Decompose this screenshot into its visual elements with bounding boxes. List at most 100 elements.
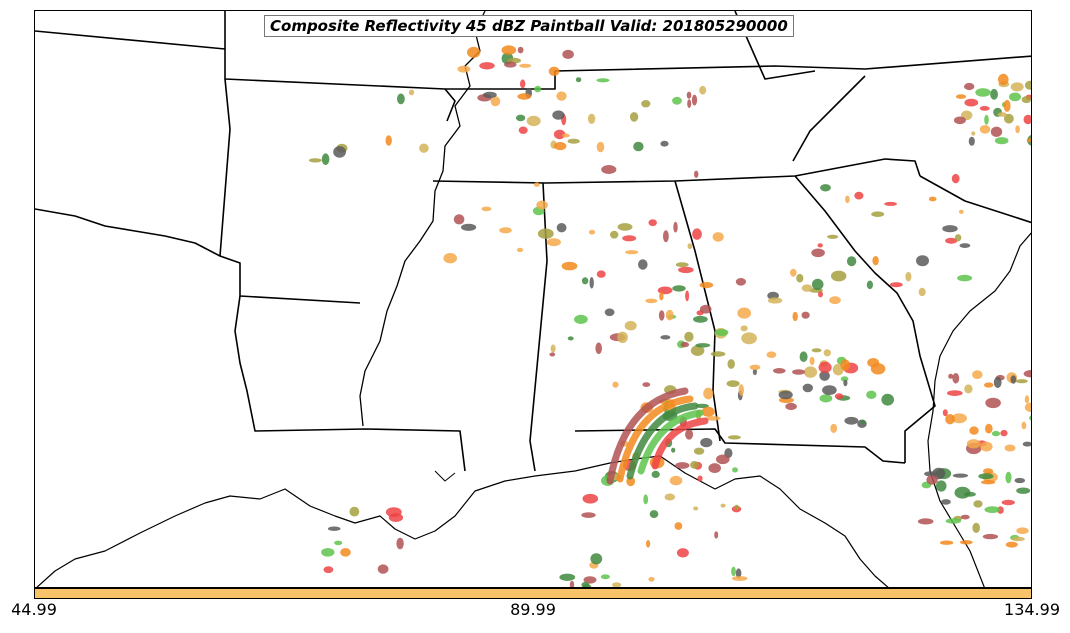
storm-cell bbox=[624, 320, 637, 331]
storm-cell bbox=[948, 373, 954, 379]
storm-cell bbox=[588, 229, 596, 235]
storm-cell bbox=[536, 200, 548, 210]
storm-cell bbox=[674, 522, 683, 530]
storm-cell bbox=[732, 467, 738, 473]
storm-cell bbox=[811, 348, 822, 353]
storm-cell bbox=[846, 256, 857, 267]
storm-cell bbox=[1004, 444, 1016, 452]
storm-cell bbox=[660, 335, 671, 340]
storm-cell bbox=[954, 234, 962, 242]
storm-cell bbox=[479, 62, 495, 70]
storm-cell bbox=[672, 285, 686, 292]
storm-cell bbox=[638, 259, 648, 270]
coastline bbox=[927, 232, 1031, 587]
river-line bbox=[359, 11, 486, 427]
storm-cell bbox=[483, 91, 497, 99]
storm-cell bbox=[690, 461, 699, 469]
storm-cell bbox=[693, 447, 705, 455]
storm-cell bbox=[517, 93, 531, 100]
storm-cell bbox=[648, 219, 657, 227]
storm-cell bbox=[973, 500, 983, 508]
storm-cell bbox=[665, 309, 674, 321]
storm-cell bbox=[990, 88, 998, 100]
storm-cell bbox=[738, 384, 744, 396]
storm-cell bbox=[817, 243, 823, 248]
storm-cell bbox=[708, 463, 721, 474]
storm-cell bbox=[703, 387, 714, 400]
storm-cell bbox=[823, 349, 831, 357]
storm-cell bbox=[687, 243, 693, 250]
storm-cell bbox=[617, 223, 633, 231]
storm-cell bbox=[870, 363, 886, 375]
storm-cell bbox=[860, 419, 866, 425]
storm-cell bbox=[333, 146, 346, 158]
map-title: Composite Reflectivity 45 dBZ Paintball … bbox=[264, 15, 794, 37]
storm-cell bbox=[767, 297, 783, 304]
storm-cell bbox=[617, 331, 628, 343]
storm-cell bbox=[686, 91, 692, 99]
storm-cell bbox=[600, 574, 611, 580]
storm-cell bbox=[685, 290, 690, 302]
reflectivity-paintball-layer bbox=[308, 45, 1031, 587]
storm-cell bbox=[397, 93, 405, 105]
storm-cell bbox=[678, 266, 694, 274]
storm-cell bbox=[830, 423, 838, 433]
colorbar-tick-min: 44.99 bbox=[11, 600, 57, 619]
storm-cell bbox=[969, 426, 979, 435]
storm-cell bbox=[741, 332, 757, 345]
storm-cell bbox=[872, 256, 879, 266]
storm-cell bbox=[561, 261, 578, 271]
storm-cell bbox=[884, 201, 897, 206]
storm-cell bbox=[581, 277, 589, 285]
storm-cell bbox=[935, 480, 947, 492]
storm-cell bbox=[818, 291, 823, 298]
storm-cell bbox=[928, 196, 937, 202]
storm-cell bbox=[589, 277, 594, 289]
storm-cell bbox=[340, 548, 351, 557]
storm-cell bbox=[583, 576, 597, 584]
storm-cell bbox=[905, 271, 912, 282]
storm-cell bbox=[981, 480, 996, 485]
storm-cell bbox=[419, 143, 429, 153]
storm-cell bbox=[1021, 421, 1027, 430]
storm-cell bbox=[994, 137, 1009, 145]
storm-cell bbox=[803, 366, 818, 378]
storm-cell bbox=[501, 45, 517, 55]
storm-cell bbox=[648, 576, 655, 582]
coastline bbox=[434, 470, 456, 482]
storm-cell bbox=[1010, 82, 1024, 92]
squall-line bbox=[651, 417, 709, 470]
storm-cell bbox=[1021, 96, 1031, 104]
storm-cell bbox=[649, 510, 659, 519]
storm-cell bbox=[610, 230, 619, 239]
storm-cell bbox=[622, 235, 637, 242]
storm-cell bbox=[526, 115, 541, 127]
storm-cell bbox=[1015, 125, 1020, 134]
storm-cell bbox=[968, 136, 975, 146]
storm-cell bbox=[641, 100, 651, 108]
storm-cell bbox=[1010, 375, 1017, 384]
storm-cell bbox=[979, 106, 990, 111]
storm-cell bbox=[978, 473, 994, 480]
storm-cell bbox=[983, 468, 994, 475]
squall-line bbox=[616, 395, 694, 483]
storm-cell bbox=[612, 582, 622, 587]
boundary-line bbox=[234, 295, 466, 472]
storm-cell bbox=[671, 447, 676, 453]
storm-cell bbox=[1000, 429, 1008, 437]
boundary-line bbox=[35, 208, 221, 257]
storm-cell bbox=[1009, 92, 1021, 102]
storm-cell bbox=[766, 351, 777, 359]
storm-cell bbox=[980, 441, 993, 452]
storm-cell bbox=[926, 475, 938, 485]
storm-cell bbox=[633, 141, 644, 152]
storm-cell bbox=[461, 223, 477, 231]
storm-cell bbox=[612, 381, 619, 388]
storm-cell bbox=[735, 278, 747, 286]
storm-cell bbox=[519, 63, 532, 68]
storm-cell bbox=[321, 548, 335, 557]
colorbar-tick-mid: 89.99 bbox=[510, 600, 556, 619]
storm-cell bbox=[443, 253, 458, 264]
storm-cell bbox=[481, 206, 492, 212]
storm-cell bbox=[396, 537, 404, 550]
